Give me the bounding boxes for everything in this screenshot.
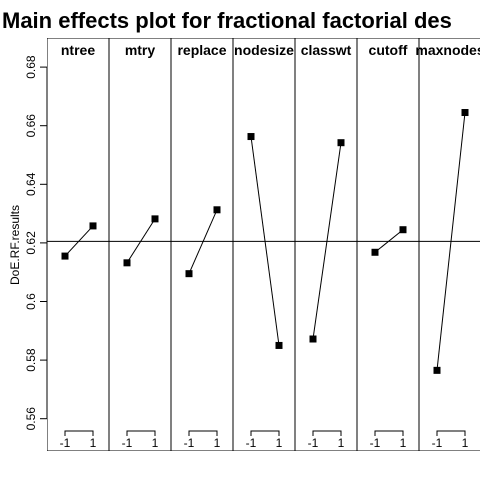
level-label-maxnodes-high: 1	[462, 436, 469, 450]
effect-line-nodesize	[250, 136, 280, 346]
y-axis: 0.56 0.58 0.6 0.62 0.64 0.66 0.68	[24, 55, 48, 431]
effect-line-replace	[188, 209, 218, 274]
level-point-cutoff-low	[371, 248, 379, 256]
factor-label-classwt: classwt	[301, 42, 352, 58]
factor-label-ntree: ntree	[61, 42, 95, 58]
level-point-mtry-low	[123, 259, 131, 267]
level-label-replace-high: 1	[214, 436, 221, 450]
y-tick-label: 0.6	[24, 293, 38, 310]
level-label-mtry-low: -1	[122, 436, 133, 450]
level-point-nodesize-high	[275, 341, 283, 349]
factor-label-replace: replace	[177, 42, 226, 58]
level-axis-replace	[188, 430, 218, 436]
level-axis-maxnodes	[436, 430, 466, 436]
level-point-maxnodes-low	[433, 366, 441, 374]
level-point-ntree-high	[89, 222, 97, 230]
level-label-ntree-high: 1	[90, 436, 97, 450]
level-label-maxnodes-low: -1	[432, 436, 443, 450]
level-point-mtry-high	[151, 215, 159, 223]
level-point-replace-low	[185, 270, 193, 278]
level-point-classwt-high	[337, 139, 345, 147]
factor-label-cutoff: cutoff	[369, 42, 408, 58]
effect-line-classwt	[312, 142, 342, 340]
level-axis-cutoff	[374, 430, 404, 436]
level-label-cutoff-high: 1	[400, 436, 407, 450]
level-label-classwt-low: -1	[308, 436, 319, 450]
y-tick-label: 0.64	[24, 172, 38, 196]
level-label-ntree-low: -1	[60, 436, 71, 450]
level-label-cutoff-low: -1	[370, 436, 381, 450]
level-point-cutoff-high	[399, 226, 407, 234]
effect-line-cutoff	[374, 229, 404, 253]
factor-label-mtry: mtry	[125, 42, 156, 58]
level-axis-mtry	[126, 430, 156, 436]
chart-title: Main effects plot for fractional factori…	[2, 8, 452, 33]
effect-line-ntree	[64, 225, 94, 257]
factor-label-maxnodes: maxnodes	[415, 42, 480, 58]
y-tick-label: 0.56	[24, 407, 38, 431]
effect-line-mtry	[126, 218, 156, 264]
y-tick-label: 0.62	[24, 231, 38, 255]
level-point-maxnodes-high	[461, 109, 469, 117]
level-label-mtry-high: 1	[152, 436, 159, 450]
y-tick-label: 0.68	[24, 55, 38, 79]
level-label-replace-low: -1	[184, 436, 195, 450]
plot-area: ntree -1 1 mtry -1 1 replace -1 1 nodesize -1 1 clas…	[47, 38, 480, 451]
level-point-classwt-low	[309, 335, 317, 343]
level-axis-classwt	[312, 430, 342, 436]
y-tick-label: 0.66	[24, 114, 38, 138]
y-axis-label: DoE.RF.results	[8, 205, 22, 285]
level-point-ntree-low	[61, 252, 69, 260]
plot-frame	[47, 38, 480, 451]
level-label-classwt-high: 1	[338, 436, 345, 450]
level-point-replace-high	[213, 206, 221, 214]
level-label-nodesize-high: 1	[276, 436, 283, 450]
level-axis-nodesize	[250, 430, 280, 436]
factor-label-nodesize: nodesize	[234, 42, 294, 58]
y-tick-label: 0.58	[24, 348, 38, 372]
level-point-nodesize-low	[247, 133, 255, 141]
effect-line-maxnodes	[436, 112, 466, 371]
level-label-nodesize-low: -1	[246, 436, 257, 450]
level-axis-ntree	[64, 430, 94, 436]
